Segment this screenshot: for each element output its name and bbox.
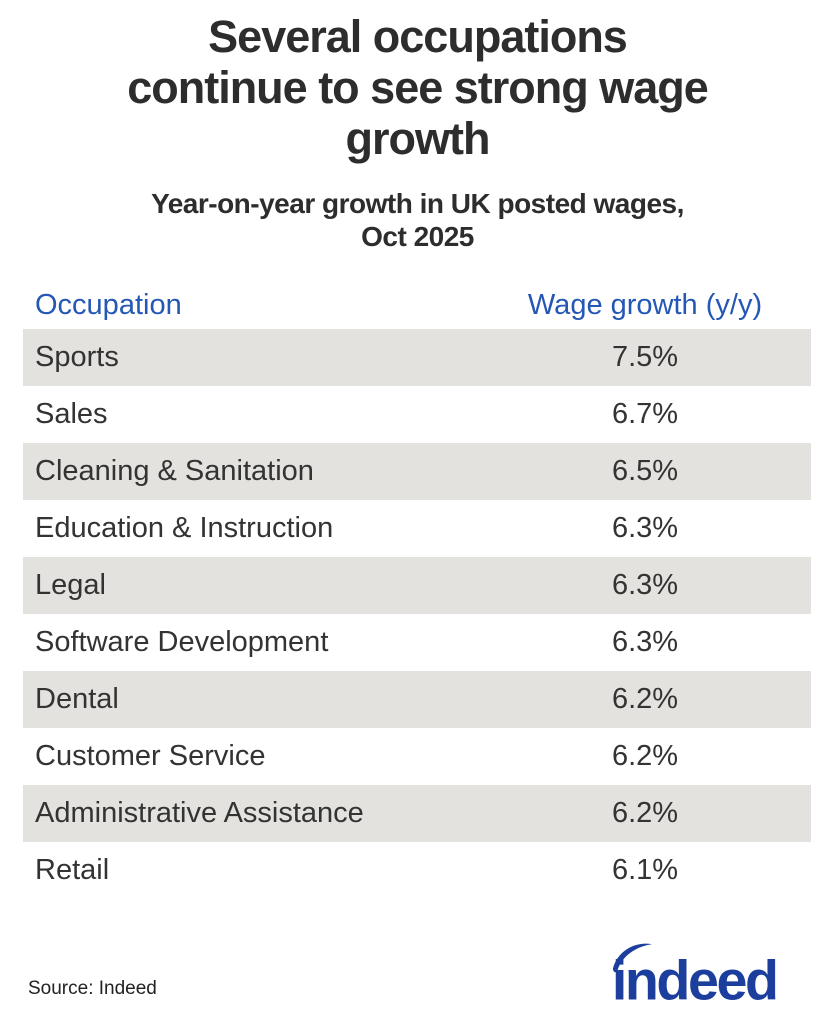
subtitle-line-2: Oct 2025 xyxy=(361,221,474,253)
row-occupation-label: Dental xyxy=(35,682,119,715)
row-wage-growth-value: 6.7% xyxy=(611,397,679,430)
row-wage-growth-value: 7.5% xyxy=(611,340,679,373)
row-occupation-label: Retail xyxy=(35,853,110,886)
row-wage-growth-value: 6.3% xyxy=(611,568,679,601)
row-wage-growth-value: 6.1% xyxy=(611,853,679,886)
table-row: Education & Instruction 6.3% xyxy=(23,499,811,557)
subtitle-line-1: Year-on-year growth in UK posted wages, xyxy=(151,187,684,219)
row-wage-growth-value: 6.2% xyxy=(611,682,679,715)
row-occupation-label: Customer Service xyxy=(35,739,266,772)
title-line-2: continue to see strong wage xyxy=(127,61,709,113)
row-occupation-label: Sports xyxy=(35,340,119,373)
row-occupation-label: Legal xyxy=(35,568,106,601)
row-wage-growth-value: 6.3% xyxy=(611,625,679,658)
table-body: Sports 7.5% Sales 6.7% Cleaning & Sanita… xyxy=(23,328,811,899)
row-occupation-label: Education & Instruction xyxy=(35,511,334,544)
column-header-occupation: Occupation xyxy=(35,288,182,321)
table-row: Customer Service 6.2% xyxy=(23,727,811,785)
row-occupation-label: Sales xyxy=(35,397,108,430)
table-row: Retail 6.1% xyxy=(23,841,811,899)
page-subtitle: Year-on-year growth in UK posted wages, … xyxy=(0,187,835,254)
row-occupation-label: Administrative Assistance xyxy=(35,796,364,829)
source-note: Source: Indeed xyxy=(28,978,157,999)
logo-swoosh-icon xyxy=(612,943,652,973)
table-header-row: Occupation Wage growth (y/y) xyxy=(23,282,811,329)
table-row: Dental 6.2% xyxy=(23,670,811,728)
row-wage-growth-value: 6.2% xyxy=(611,796,679,829)
footer: Source: Indeed indeed xyxy=(0,938,835,1008)
title-line-1: Several occupations xyxy=(208,11,628,62)
title-line-3: growth xyxy=(345,112,491,164)
row-occupation-label: Software Development xyxy=(35,625,329,658)
indeed-logo: indeed xyxy=(612,943,779,1008)
row-occupation-label: Cleaning & Sanitation xyxy=(35,454,314,487)
table-row: Cleaning & Sanitation 6.5% xyxy=(23,442,811,500)
row-wage-growth-value: 6.2% xyxy=(611,739,679,772)
page-title: Several occupations continue to see stro… xyxy=(0,11,835,165)
table-row: Sports 7.5% xyxy=(23,328,811,386)
table-row: Software Development 6.3% xyxy=(23,613,811,671)
table-row: Legal 6.3% xyxy=(23,556,811,614)
column-header-wage-growth: Wage growth (y/y) xyxy=(527,288,763,321)
wage-growth-table: Occupation Wage growth (y/y) Sports 7.5%… xyxy=(23,282,811,899)
table-row: Administrative Assistance 6.2% xyxy=(23,784,811,842)
svg-text:indeed: indeed xyxy=(612,949,777,1008)
row-wage-growth-value: 6.5% xyxy=(611,454,679,487)
table-row: Sales 6.7% xyxy=(23,385,811,443)
row-wage-growth-value: 6.3% xyxy=(611,511,679,544)
